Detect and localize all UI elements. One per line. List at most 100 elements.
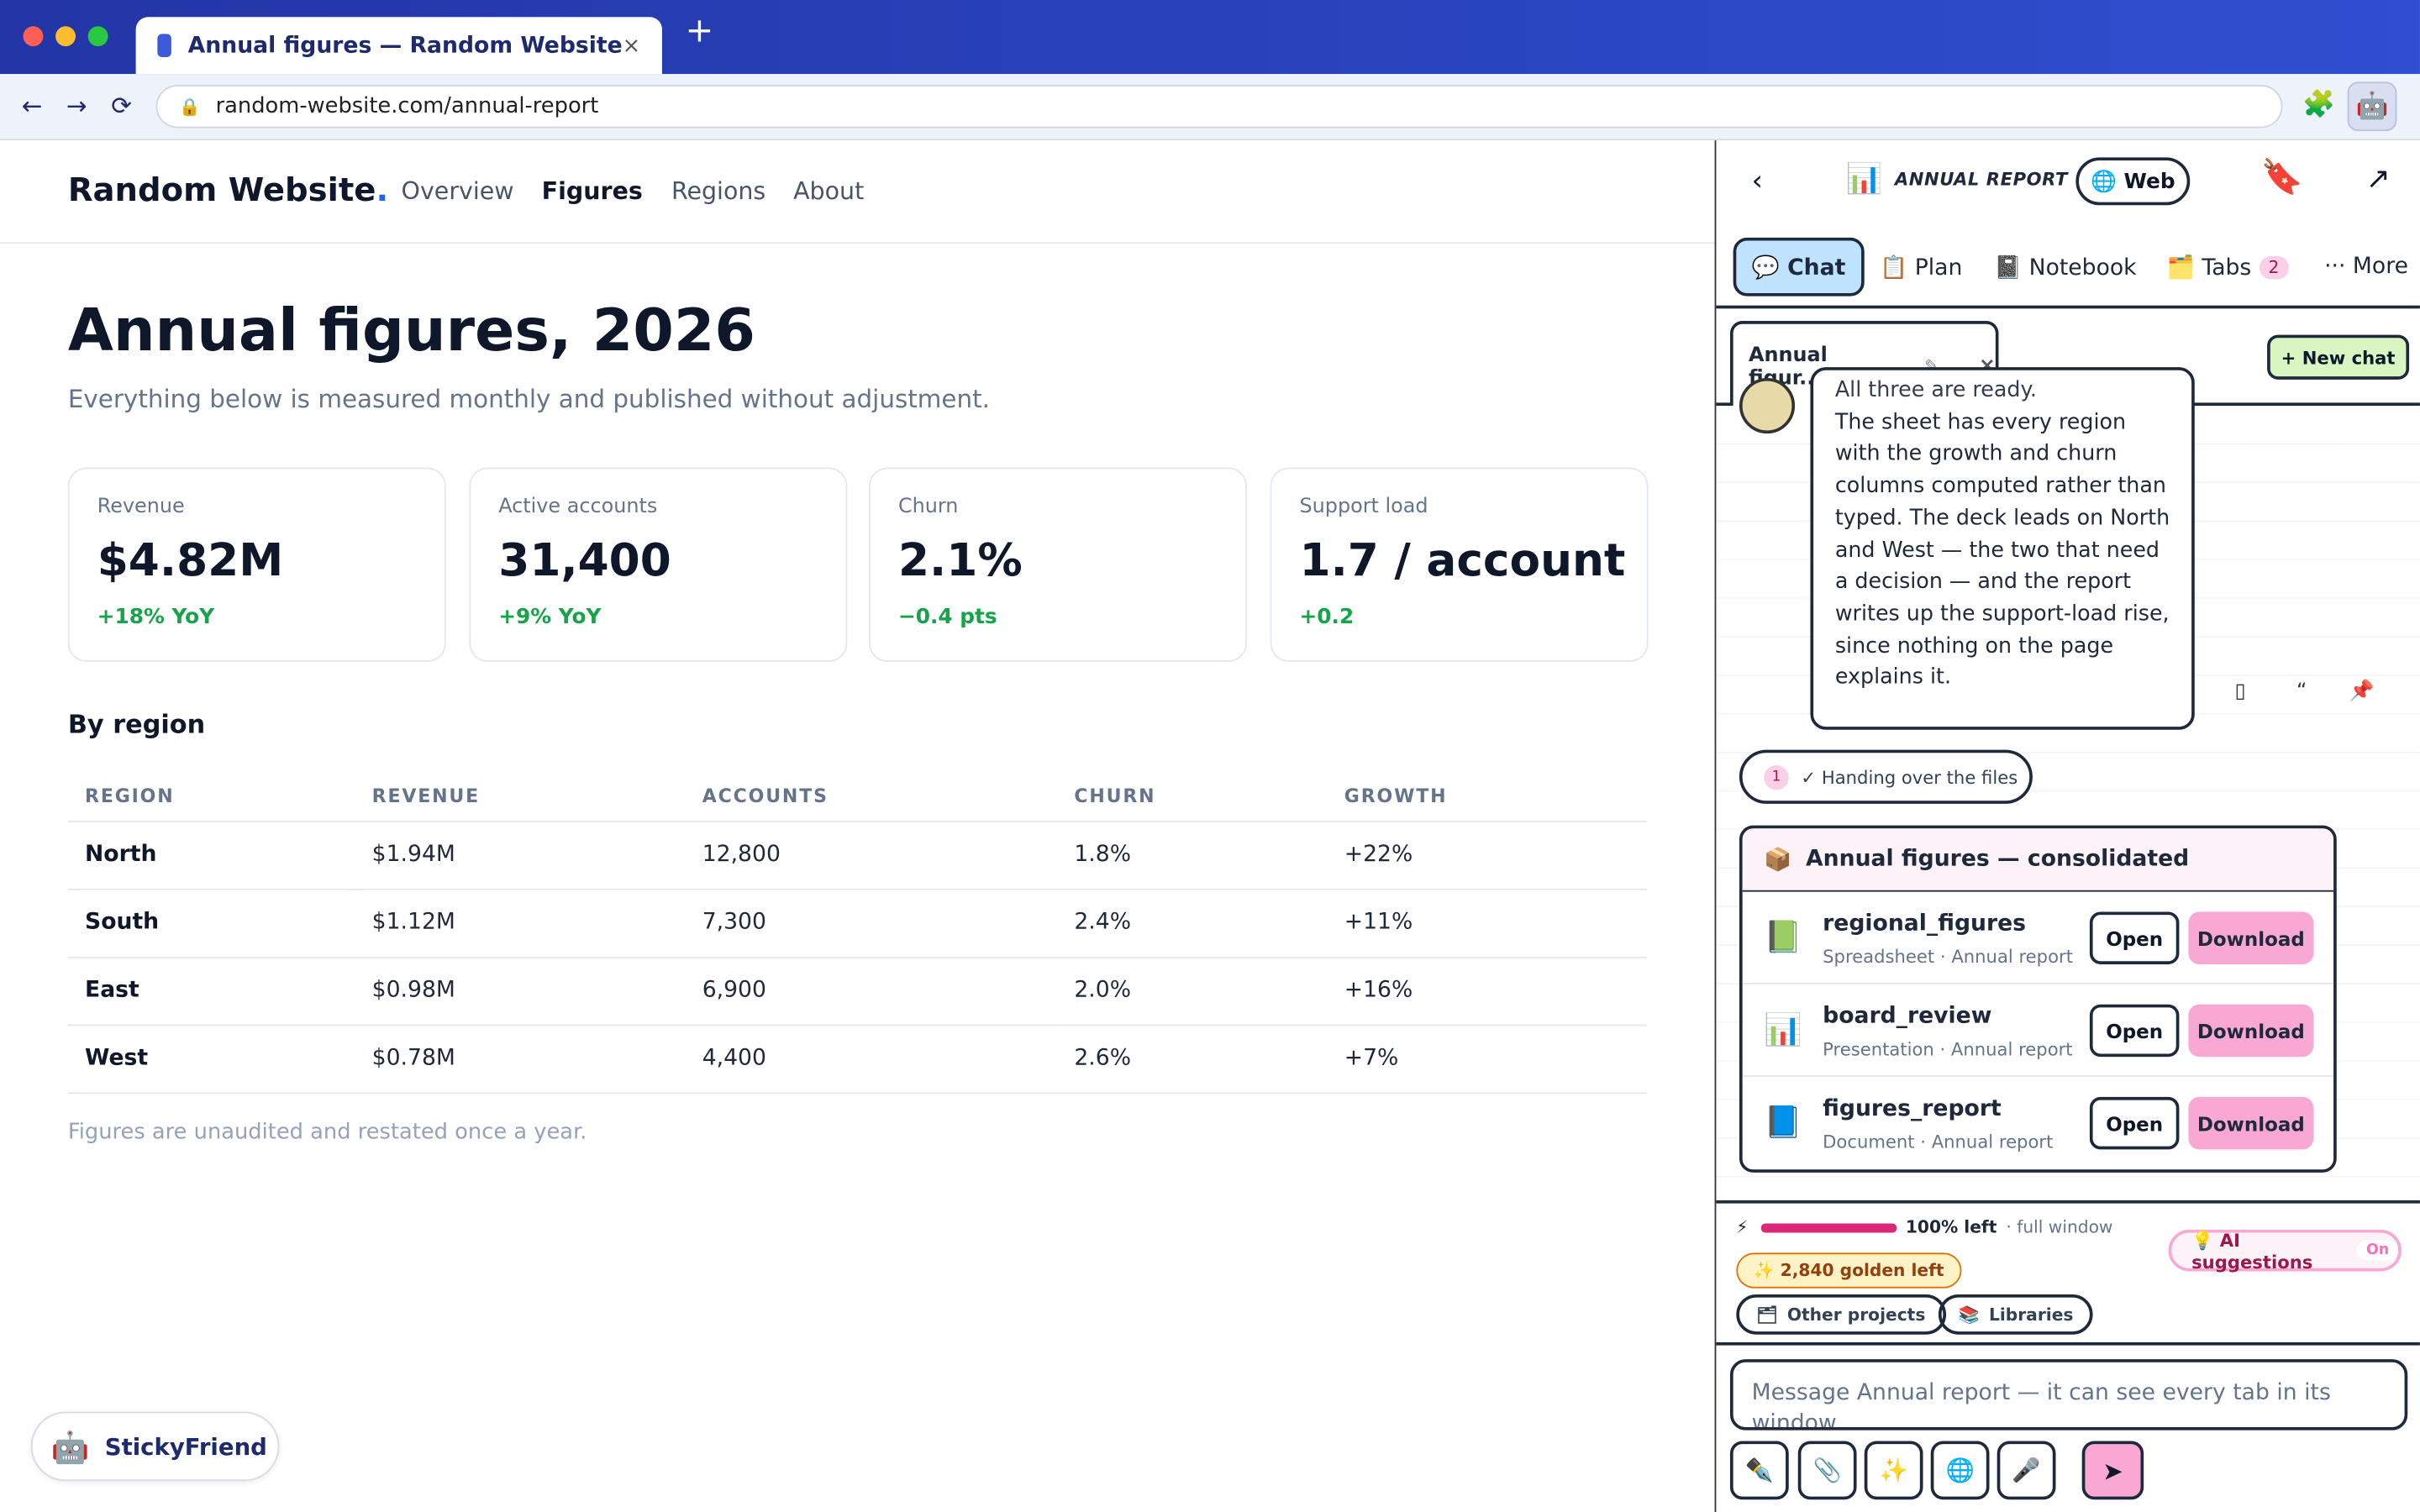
package-icon: 📦: [1764, 848, 1792, 873]
send-button[interactable]: ➤: [2081, 1441, 2144, 1500]
download-button[interactable]: Download: [2188, 1004, 2314, 1058]
panel-tabs: 💬 Chat 📋 Plan 📓 Notebook 🗂️ Tabs 2 ··· Mo…: [1716, 225, 2420, 309]
table-row: South $1.12M 7,300 2.4% +11%: [67, 888, 1647, 958]
table-cell: +11%: [1327, 888, 1647, 958]
step-indicator[interactable]: 1 ✓ Handing over the files: [1739, 749, 2033, 804]
pin-icon[interactable]: 📌: [2349, 680, 2375, 704]
file-type-icon: 📘: [1764, 1103, 1803, 1141]
col-header: CHURN: [1057, 773, 1328, 822]
tab-notebook[interactable]: 📓 Notebook: [1994, 255, 2137, 281]
popout-icon[interactable]: ↗: [2365, 161, 2391, 197]
table-cell: +7%: [1327, 1024, 1647, 1094]
page-title: Annual figures, 2026: [67, 296, 755, 365]
nav-about[interactable]: About: [793, 177, 865, 206]
website-content: Random Website. Overview Figures Regions…: [0, 140, 1715, 1512]
back-arrow-icon[interactable]: ←: [21, 91, 43, 121]
globe-icon[interactable]: 🌐: [1930, 1441, 1990, 1500]
table-cell: East: [67, 956, 355, 1026]
quote-icon[interactable]: “: [2296, 680, 2307, 704]
open-button[interactable]: Open: [2089, 1004, 2180, 1058]
table-row: East $0.98M 6,900 2.0% +16%: [67, 956, 1647, 1026]
puzzle-icon[interactable]: 🧩: [2302, 89, 2336, 121]
panel-header: ‹ 📊 ANNUAL REPORT 🌐 Web 🔖 ↗: [1716, 140, 2420, 225]
attach-icon[interactable]: 📎: [1797, 1441, 1857, 1500]
panel-back-icon[interactable]: ‹: [1751, 165, 1763, 198]
assistant-message: All three are ready. The sheet has every…: [1810, 367, 2195, 730]
table-cell: $1.12M: [355, 888, 686, 958]
reload-icon[interactable]: ⟳: [111, 91, 132, 121]
site-header: Random Website. Overview Figures Regions…: [0, 140, 1715, 244]
tabs-count-badge: 2: [2259, 255, 2289, 279]
url-text: random-website.com/annual-report: [215, 94, 599, 119]
table-cell: West: [67, 1024, 355, 1094]
new-tab-button[interactable]: +: [685, 12, 714, 51]
metric-card-revenue: Revenue $4.82M +18% YoY: [67, 467, 446, 662]
file-meta: Presentation · Annual report: [1823, 1038, 2073, 1060]
table-cell: $0.98M: [355, 956, 686, 1026]
metric-card-churn: Churn 2.1% −0.4 pts: [869, 467, 1248, 662]
col-header: ACCOUNTS: [685, 773, 1058, 822]
col-header: GROWTH: [1327, 773, 1647, 822]
stickyfriend-launcher[interactable]: 🤖 StickyFriend: [30, 1411, 280, 1482]
download-button[interactable]: Download: [2188, 911, 2314, 964]
tab-tabs[interactable]: 🗂️ Tabs 2: [2151, 238, 2303, 297]
table-cell: +22%: [1327, 821, 1647, 890]
lock-icon: 🔒: [179, 96, 201, 117]
table-row: North $1.94M 12,800 1.8% +22%: [67, 821, 1647, 890]
table-cell: 2.6%: [1057, 1024, 1328, 1094]
context-meter: ⚡ 100% left · full window: [1736, 1217, 2113, 1238]
open-button[interactable]: Open: [2089, 911, 2180, 964]
close-window-dot[interactable]: [23, 26, 44, 47]
minimize-window-dot[interactable]: [55, 26, 76, 47]
projects-icon: 🗂: [1756, 1304, 1778, 1325]
table-cell: +16%: [1327, 956, 1647, 1026]
robot-icon: 🤖: [50, 1427, 90, 1465]
tab-more[interactable]: ··· More: [2324, 255, 2408, 280]
libraries-button[interactable]: 📚 Libraries: [1938, 1294, 2094, 1335]
table-cell: 7,300: [685, 888, 1058, 958]
file-name: figures_report: [1823, 1096, 2002, 1122]
tab-close-icon[interactable]: ×: [622, 33, 641, 58]
table-cell: $1.94M: [355, 821, 686, 890]
download-button[interactable]: Download: [2188, 1096, 2314, 1150]
panel-status: ⚡ 100% left · full window ✨ 2,840 golden l…: [1716, 1200, 2420, 1342]
assistant-avatar: [1739, 377, 1796, 434]
file-row: 📗 regional_figures Spreadsheet · Annual re…: [1742, 892, 2334, 984]
browser-tab[interactable]: Annual figures — Random Website ×: [135, 17, 662, 75]
table-cell: 2.0%: [1057, 956, 1328, 1026]
copy-icon[interactable]: ▯: [2234, 680, 2246, 704]
metric-card-accounts: Active accounts 31,400 +9% YoY: [469, 467, 848, 662]
microphone-icon[interactable]: 🎤: [1996, 1441, 2056, 1500]
files-card: 📦 Annual figures — consolidated 📗 regional…: [1739, 825, 2337, 1173]
chat-messages[interactable]: All three are ready. The sheet has every…: [1716, 367, 2420, 1200]
maximize-window-dot[interactable]: [87, 26, 108, 47]
tab-plan[interactable]: 📋 Plan: [1880, 255, 1963, 281]
nav-regions[interactable]: Regions: [671, 177, 766, 206]
site-logo[interactable]: Random Website.: [67, 171, 389, 208]
table-cell: South: [67, 888, 355, 958]
pen-icon[interactable]: ✒️: [1729, 1441, 1789, 1500]
region-table: REGION REVENUE ACCOUNTS CHURN GROWTH Nor…: [67, 773, 1647, 1094]
tab-chat[interactable]: 💬 Chat: [1733, 237, 1865, 297]
table-cell: 6,900: [685, 956, 1058, 1026]
message-input[interactable]: Message Annual report — it can see every…: [1729, 1359, 2408, 1431]
forward-arrow-icon[interactable]: →: [66, 91, 87, 121]
composer: Message Annual report — it can see every…: [1716, 1341, 2420, 1512]
browser-tab-bar: Annual figures — Random Website × +: [0, 0, 2420, 75]
metric-card-support-load: Support load 1.7 / account +0.2: [1270, 467, 1649, 662]
sparkle-icon[interactable]: ✨: [1864, 1441, 1923, 1500]
new-chat-button[interactable]: + New chat: [2267, 334, 2410, 380]
assistant-panel: ‹ 📊 ANNUAL REPORT 🌐 Web 🔖 ↗ 💬 Chat 📋 Plan…: [1714, 140, 2420, 1512]
other-projects-button[interactable]: 🗂 Other projects: [1736, 1294, 1946, 1335]
nav-figures[interactable]: Figures: [541, 177, 643, 206]
stickyfriend-extension-icon[interactable]: 🤖: [2347, 81, 2397, 132]
bookmark-icon[interactable]: 🔖: [2260, 159, 2304, 198]
nav-overview[interactable]: Overview: [401, 177, 514, 206]
page-subtitle: Everything below is measured monthly and…: [67, 384, 990, 414]
footnote: Figures are unaudited and restated once …: [67, 1120, 587, 1145]
ai-suggestions-toggle[interactable]: 💡 AI suggestions On: [2168, 1229, 2402, 1272]
bar-chart-icon: 📊: [1845, 161, 1883, 197]
web-toggle-button[interactable]: 🌐 Web: [2075, 157, 2191, 206]
open-button[interactable]: Open: [2089, 1096, 2180, 1150]
url-field[interactable]: 🔒 random-website.com/annual-report: [155, 85, 2283, 129]
